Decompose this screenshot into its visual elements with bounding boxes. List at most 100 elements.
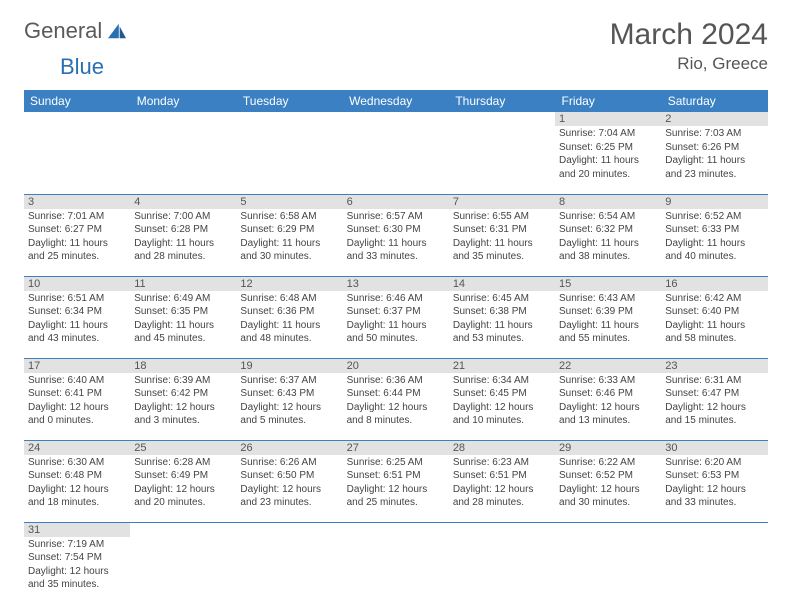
day-line: Sunset: 6:35 PM <box>134 305 232 319</box>
day-line: Sunrise: 6:46 AM <box>347 292 445 306</box>
day-line: Daylight: 12 hours <box>665 483 763 497</box>
day-line: and 40 minutes. <box>665 250 763 264</box>
day-line: and 18 minutes. <box>28 496 126 510</box>
day-header-row: Sunday Monday Tuesday Wednesday Thursday… <box>24 90 768 112</box>
day-line: Sunrise: 7:01 AM <box>28 210 126 224</box>
day-body: Sunrise: 6:20 AMSunset: 6:53 PMDaylight:… <box>661 455 767 512</box>
calendar-cell: 28Sunrise: 6:23 AMSunset: 6:51 PMDayligh… <box>449 440 555 522</box>
day-body: Sunrise: 6:52 AMSunset: 6:33 PMDaylight:… <box>661 209 767 266</box>
calendar-cell: 5Sunrise: 6:58 AMSunset: 6:29 PMDaylight… <box>236 194 342 276</box>
day-line: Sunset: 6:42 PM <box>134 387 232 401</box>
calendar-cell: 29Sunrise: 6:22 AMSunset: 6:52 PMDayligh… <box>555 440 661 522</box>
day-line: Sunset: 6:30 PM <box>347 223 445 237</box>
day-line: Sunset: 6:48 PM <box>28 469 126 483</box>
day-line: Sunrise: 6:48 AM <box>240 292 338 306</box>
day-body: Sunrise: 6:40 AMSunset: 6:41 PMDaylight:… <box>24 373 130 430</box>
day-line: Sunset: 6:51 PM <box>347 469 445 483</box>
day-number: 28 <box>449 441 555 455</box>
day-line: Sunset: 6:53 PM <box>665 469 763 483</box>
day-number: 12 <box>236 277 342 291</box>
day-body: Sunrise: 6:37 AMSunset: 6:43 PMDaylight:… <box>236 373 342 430</box>
day-body: Sunrise: 7:19 AMSunset: 7:54 PMDaylight:… <box>24 537 130 594</box>
calendar-cell <box>24 112 130 194</box>
day-number: 14 <box>449 277 555 291</box>
calendar-cell: 12Sunrise: 6:48 AMSunset: 6:36 PMDayligh… <box>236 276 342 358</box>
day-body: Sunrise: 6:23 AMSunset: 6:51 PMDaylight:… <box>449 455 555 512</box>
day-number: 20 <box>343 359 449 373</box>
day-line: Daylight: 11 hours <box>28 237 126 251</box>
calendar-row: 3Sunrise: 7:01 AMSunset: 6:27 PMDaylight… <box>24 194 768 276</box>
day-line: and 35 minutes. <box>28 578 126 592</box>
day-line: Sunrise: 6:58 AM <box>240 210 338 224</box>
day-line: Sunset: 7:54 PM <box>28 551 126 565</box>
day-line: Sunset: 6:47 PM <box>665 387 763 401</box>
day-line: Sunrise: 6:55 AM <box>453 210 551 224</box>
day-line: Daylight: 11 hours <box>347 319 445 333</box>
day-line: Sunset: 6:45 PM <box>453 387 551 401</box>
calendar-cell: 25Sunrise: 6:28 AMSunset: 6:49 PMDayligh… <box>130 440 236 522</box>
day-line: Daylight: 12 hours <box>28 483 126 497</box>
calendar-cell <box>343 522 449 604</box>
day-line: Sunrise: 6:57 AM <box>347 210 445 224</box>
day-line: Sunset: 6:50 PM <box>240 469 338 483</box>
calendar-cell <box>236 522 342 604</box>
day-line: Sunset: 6:39 PM <box>559 305 657 319</box>
day-line: Daylight: 11 hours <box>240 237 338 251</box>
day-body: Sunrise: 6:55 AMSunset: 6:31 PMDaylight:… <box>449 209 555 266</box>
day-body: Sunrise: 6:26 AMSunset: 6:50 PMDaylight:… <box>236 455 342 512</box>
day-line: Daylight: 11 hours <box>134 237 232 251</box>
day-number: 25 <box>130 441 236 455</box>
day-line: Sunrise: 7:03 AM <box>665 127 763 141</box>
day-line: and 28 minutes. <box>134 250 232 264</box>
day-line: Sunset: 6:31 PM <box>453 223 551 237</box>
title-block: March 2024 Rio, Greece <box>610 18 768 74</box>
day-line: Sunset: 6:38 PM <box>453 305 551 319</box>
day-line: Sunrise: 6:30 AM <box>28 456 126 470</box>
day-line: and 15 minutes. <box>665 414 763 428</box>
day-line: and 3 minutes. <box>134 414 232 428</box>
calendar-cell: 14Sunrise: 6:45 AMSunset: 6:38 PMDayligh… <box>449 276 555 358</box>
calendar-cell: 10Sunrise: 6:51 AMSunset: 6:34 PMDayligh… <box>24 276 130 358</box>
day-body: Sunrise: 6:49 AMSunset: 6:35 PMDaylight:… <box>130 291 236 348</box>
day-body: Sunrise: 6:45 AMSunset: 6:38 PMDaylight:… <box>449 291 555 348</box>
day-line: Daylight: 12 hours <box>134 401 232 415</box>
day-line: and 20 minutes. <box>134 496 232 510</box>
day-line: Daylight: 11 hours <box>28 319 126 333</box>
day-number: 31 <box>24 523 130 537</box>
logo-text-general: General <box>24 18 102 44</box>
day-body: Sunrise: 6:48 AMSunset: 6:36 PMDaylight:… <box>236 291 342 348</box>
day-line: and 50 minutes. <box>347 332 445 346</box>
day-line: and 0 minutes. <box>28 414 126 428</box>
calendar-cell: 1Sunrise: 7:04 AMSunset: 6:25 PMDaylight… <box>555 112 661 194</box>
day-line: and 35 minutes. <box>453 250 551 264</box>
day-line: and 28 minutes. <box>453 496 551 510</box>
calendar-table: Sunday Monday Tuesday Wednesday Thursday… <box>24 90 768 604</box>
day-line: Sunset: 6:46 PM <box>559 387 657 401</box>
day-number: 30 <box>661 441 767 455</box>
calendar-cell: 21Sunrise: 6:34 AMSunset: 6:45 PMDayligh… <box>449 358 555 440</box>
day-line: Sunset: 6:41 PM <box>28 387 126 401</box>
day-line: and 33 minutes. <box>347 250 445 264</box>
day-number: 22 <box>555 359 661 373</box>
day-line: Daylight: 12 hours <box>453 401 551 415</box>
day-body: Sunrise: 6:58 AMSunset: 6:29 PMDaylight:… <box>236 209 342 266</box>
day-header: Friday <box>555 90 661 112</box>
day-line: Daylight: 11 hours <box>453 319 551 333</box>
calendar-cell: 8Sunrise: 6:54 AMSunset: 6:32 PMDaylight… <box>555 194 661 276</box>
day-body: Sunrise: 6:46 AMSunset: 6:37 PMDaylight:… <box>343 291 449 348</box>
day-line: and 43 minutes. <box>28 332 126 346</box>
day-line: and 25 minutes. <box>28 250 126 264</box>
day-number: 11 <box>130 277 236 291</box>
day-line: Sunset: 6:43 PM <box>240 387 338 401</box>
calendar-cell: 19Sunrise: 6:37 AMSunset: 6:43 PMDayligh… <box>236 358 342 440</box>
day-line: Sunset: 6:33 PM <box>665 223 763 237</box>
day-line: Sunrise: 6:34 AM <box>453 374 551 388</box>
day-number: 13 <box>343 277 449 291</box>
calendar-cell: 2Sunrise: 7:03 AMSunset: 6:26 PMDaylight… <box>661 112 767 194</box>
day-number: 6 <box>343 195 449 209</box>
day-header: Saturday <box>661 90 767 112</box>
day-line: Sunset: 6:52 PM <box>559 469 657 483</box>
day-line: Daylight: 11 hours <box>134 319 232 333</box>
day-line: Sunrise: 6:51 AM <box>28 292 126 306</box>
day-line: Daylight: 12 hours <box>240 401 338 415</box>
